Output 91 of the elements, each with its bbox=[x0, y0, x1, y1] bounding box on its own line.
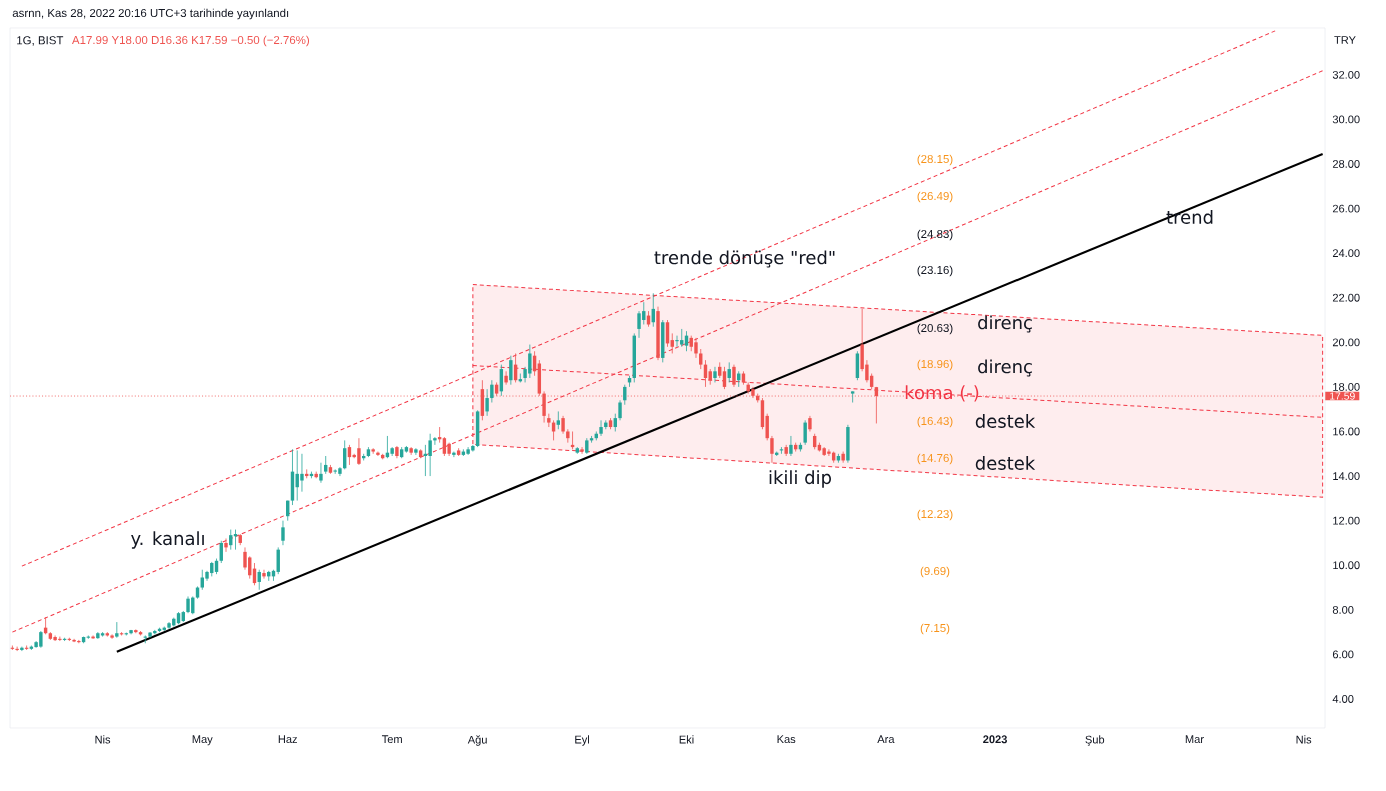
x-tick-label: Haz bbox=[278, 735, 297, 744]
candlestick bbox=[694, 337, 698, 359]
annotation: trende dönüşe "red" bbox=[654, 250, 835, 268]
annotation: ikili dip bbox=[769, 470, 832, 488]
candlestick bbox=[262, 569, 266, 580]
annotation: (24.83) bbox=[917, 229, 953, 241]
x-tick-label: Nis bbox=[1296, 735, 1312, 744]
candlestick bbox=[414, 447, 418, 456]
annotation: direnç bbox=[978, 315, 1032, 333]
candlestick bbox=[699, 348, 703, 370]
y-tick-label: 32.00 bbox=[1332, 70, 1360, 79]
candlestick bbox=[770, 435, 774, 464]
x-tick-label: Nis bbox=[95, 735, 111, 744]
annotation: (14.76) bbox=[917, 453, 953, 465]
x-tick-label: Ağu bbox=[467, 735, 487, 746]
x-tick-label: Kas bbox=[777, 735, 796, 744]
candlestick bbox=[504, 370, 508, 386]
y-tick-label: 14.00 bbox=[1333, 472, 1360, 480]
candlestick bbox=[243, 547, 247, 571]
y-tick-label: 24.00 bbox=[1332, 249, 1360, 258]
annotation: (26.49) bbox=[917, 191, 953, 203]
candlestick bbox=[732, 364, 736, 388]
x-tick-label: Ara bbox=[877, 735, 895, 744]
annotation: (23.16) bbox=[917, 265, 953, 277]
annotation: (28.15) bbox=[917, 154, 953, 166]
text: 1G, BIST bbox=[17, 36, 64, 46]
x-tick-label: 2023 bbox=[983, 735, 1007, 744]
y-tick-label: 30.00 bbox=[1332, 115, 1360, 124]
candlestick bbox=[803, 419, 807, 446]
candlestick bbox=[490, 379, 494, 403]
y-axis-title: TRY bbox=[1334, 36, 1356, 44]
candlestick bbox=[15, 646, 19, 652]
x-tick-label: Eyl bbox=[575, 735, 589, 746]
candlestick bbox=[670, 333, 674, 354]
x-tick-label: Eki bbox=[679, 735, 694, 744]
candlestick bbox=[789, 435, 793, 457]
y-tick-label: 12.00 bbox=[1333, 516, 1360, 525]
candlestick bbox=[509, 355, 513, 386]
y-tick-label: 22.00 bbox=[1332, 293, 1360, 302]
candlestick bbox=[319, 462, 323, 484]
candlestick bbox=[224, 538, 228, 553]
y-tick-label: 8.00 bbox=[1332, 605, 1354, 614]
ref-line-label: 17.59 bbox=[1330, 392, 1355, 400]
text: asrnn, Kas 28, 2022 20:16 UTC+3 tarihinde yayınlandı bbox=[12, 8, 289, 20]
annotation: direnç bbox=[978, 359, 1032, 377]
candlestick bbox=[433, 436, 437, 446]
candlestick bbox=[148, 631, 152, 639]
annotation: (18.96) bbox=[917, 359, 953, 371]
candlestick bbox=[599, 419, 603, 437]
y-tick-label: 26.00 bbox=[1332, 204, 1360, 213]
annotation: (16.43) bbox=[917, 416, 953, 428]
candlestick bbox=[300, 453, 304, 493]
candlestick bbox=[556, 411, 561, 430]
annotation: (7.15) bbox=[920, 623, 950, 635]
candlestick bbox=[637, 310, 641, 339]
y-tick-label: 16.00 bbox=[1333, 427, 1360, 436]
candlestick bbox=[618, 399, 622, 421]
y-tick-label: 6.00 bbox=[1332, 650, 1354, 659]
y-tick-label: 28.00 bbox=[1332, 160, 1360, 168]
candlestick bbox=[713, 366, 717, 383]
candlestick bbox=[675, 335, 679, 348]
candlestick bbox=[115, 621, 119, 639]
candlestick bbox=[376, 451, 380, 457]
candlestick bbox=[110, 633, 114, 640]
candlestick bbox=[722, 366, 727, 390]
candlestick bbox=[727, 361, 731, 383]
x-tick-label: May bbox=[192, 735, 213, 746]
x-tick-label: Mar bbox=[1185, 735, 1204, 744]
annotation: trend bbox=[1166, 210, 1213, 224]
annotation: (9.69) bbox=[920, 566, 950, 578]
annotation: y. kanalı bbox=[131, 531, 204, 549]
x-tick-label: Tem bbox=[381, 735, 402, 744]
annotation: destek bbox=[975, 414, 1036, 428]
y-tick-label: 4.00 bbox=[1332, 695, 1354, 703]
candlestick bbox=[452, 451, 456, 458]
candlestick bbox=[485, 388, 489, 417]
annotation: destek bbox=[975, 456, 1036, 470]
annotation: koma (-) bbox=[905, 385, 979, 402]
candlestick bbox=[850, 390, 855, 403]
candlestick bbox=[580, 446, 584, 455]
candlestick bbox=[428, 433, 432, 477]
candlestick bbox=[281, 520, 285, 546]
y-tick-label: 20.00 bbox=[1332, 338, 1360, 347]
y-tick-label: 18.00 bbox=[1333, 383, 1360, 391]
annotation: (20.63) bbox=[917, 323, 953, 335]
candlestick bbox=[442, 436, 447, 457]
annotation: (12.23) bbox=[917, 509, 953, 521]
candlestick bbox=[20, 646, 24, 652]
text: A17.99 Y18.00 D16.36 K17.59 −0.50 (−2.76%) bbox=[71, 35, 310, 47]
y-tick-label: 10.00 bbox=[1333, 561, 1360, 570]
x-tick-label: Şub bbox=[1085, 735, 1105, 746]
